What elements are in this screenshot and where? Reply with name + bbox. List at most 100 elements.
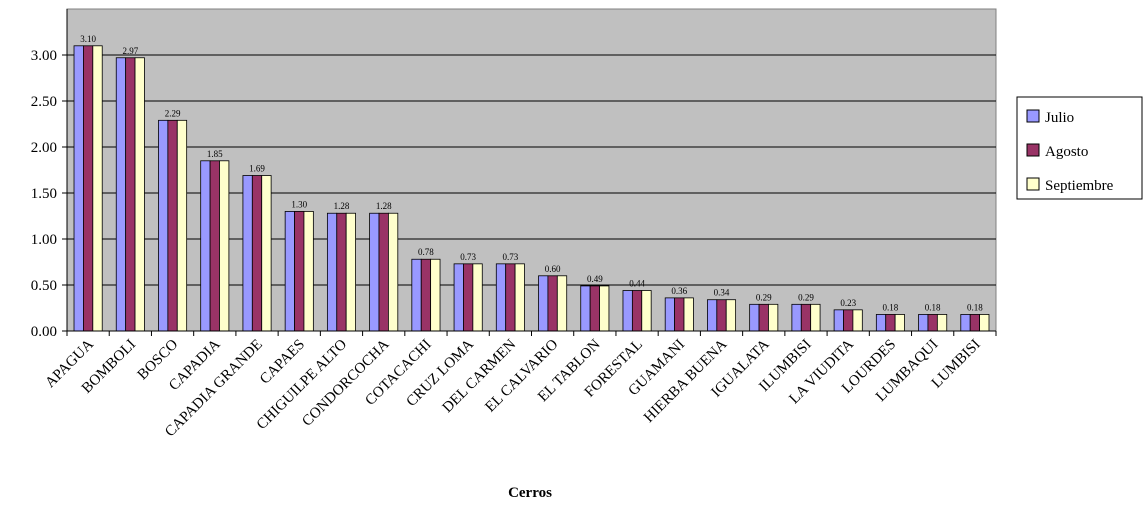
bar-julio [749, 303, 760, 332]
bar-agosto [294, 210, 305, 332]
data-label: 1.28 [376, 201, 392, 211]
legend-label: Septiembre [1045, 178, 1114, 194]
legend: Julio Agosto Septiembre [1016, 96, 1143, 200]
bar-julio [538, 275, 549, 332]
bar-septiembre [388, 212, 399, 332]
bar-septiembre [261, 175, 272, 332]
y-axis: 0.00 0.50 1.00 1.50 2.00 2.50 3.00 [31, 9, 68, 340]
data-label: 0.18 [925, 302, 941, 312]
bar-agosto [505, 263, 516, 332]
bar-julio [73, 45, 84, 332]
data-label: 1.85 [207, 149, 223, 159]
bar-septiembre [303, 210, 314, 332]
bar-agosto [420, 258, 432, 332]
bar-septiembre [768, 303, 779, 332]
y-tick-label: 2.00 [31, 140, 57, 156]
data-label: 0.49 [587, 274, 603, 284]
bar-julio [115, 57, 127, 332]
legend-swatch-agosto [1026, 143, 1040, 157]
bar-agosto [251, 175, 263, 332]
data-label: 0.73 [503, 252, 519, 262]
data-label: 0.18 [883, 302, 899, 312]
y-tick-label: 2.50 [31, 94, 57, 110]
bar-septiembre [219, 160, 230, 332]
bar-agosto [674, 297, 685, 332]
bar-septiembre [345, 212, 356, 332]
bar-septiembre [599, 285, 610, 332]
data-label: 2.29 [165, 108, 181, 118]
data-label: 0.44 [629, 279, 645, 289]
bar-septiembre [176, 119, 188, 332]
bar-agosto [969, 314, 980, 332]
data-label: 0.18 [967, 302, 983, 312]
data-label: 3.10 [80, 34, 96, 44]
bars [73, 45, 990, 332]
bar-julio [411, 258, 422, 332]
bar-agosto [125, 57, 136, 332]
bar-julio [622, 290, 633, 332]
bar-septiembre [92, 45, 103, 332]
legend-label: Agosto [1045, 144, 1088, 160]
bar-julio [284, 210, 295, 332]
bar-septiembre [514, 263, 525, 332]
legend-swatch-septiembre [1026, 177, 1040, 191]
bar-septiembre [725, 299, 737, 332]
bar-agosto [83, 45, 94, 332]
x-axis-title: Cerros [508, 485, 552, 501]
data-label: 1.30 [291, 199, 307, 209]
bar-julio [453, 263, 464, 332]
y-tick-label: 3.00 [31, 48, 57, 64]
data-label: 0.73 [460, 252, 476, 262]
bar-agosto [589, 285, 600, 332]
bar-agosto [843, 309, 854, 332]
y-tick-label: 0.00 [31, 324, 57, 340]
bar-julio [833, 309, 844, 332]
legend-label: Julio [1045, 110, 1074, 126]
bar-julio [200, 160, 211, 332]
bar-agosto [209, 160, 220, 332]
bar-septiembre [979, 314, 990, 332]
data-label: 0.29 [756, 292, 772, 302]
y-tick-label: 1.00 [31, 232, 57, 248]
bar-agosto [758, 303, 769, 332]
legend-swatch-julio [1026, 109, 1040, 123]
bar-julio [369, 212, 380, 332]
data-label: 1.28 [334, 201, 350, 211]
bar-septiembre [852, 309, 863, 332]
bar-septiembre [430, 258, 441, 332]
y-tick-label: 0.50 [31, 278, 57, 294]
data-label: 0.36 [671, 286, 687, 296]
bar-septiembre [936, 314, 948, 332]
bar-septiembre [556, 275, 568, 332]
data-label: 2.97 [122, 46, 138, 56]
bar-julio [664, 297, 675, 332]
bar-septiembre [472, 263, 483, 332]
bar-agosto [167, 119, 178, 332]
data-label: 0.23 [840, 298, 856, 308]
bar-julio [960, 314, 971, 332]
bar-agosto [927, 314, 938, 332]
bar-agosto [547, 275, 558, 332]
x-tick-label: DEL CARMEN [440, 336, 520, 416]
data-label: 0.34 [714, 288, 730, 298]
bar-agosto [885, 314, 896, 332]
bar-septiembre [683, 297, 694, 332]
bar-julio [707, 299, 718, 332]
data-labels: 3.10 2.97 2.29 1.85 1.69 1.30 1.28 1.28 0.78 0.73… [80, 34, 983, 313]
bar-julio [918, 314, 929, 332]
bar-septiembre [894, 314, 905, 332]
bar-julio [326, 212, 338, 332]
data-label: 0.60 [545, 264, 561, 274]
bar-julio [242, 175, 253, 332]
bar-agosto [800, 303, 812, 332]
bar-agosto [336, 212, 347, 332]
bar-julio [158, 119, 169, 332]
y-tick-label: 1.50 [31, 186, 57, 202]
bar-agosto [716, 299, 727, 332]
data-label: 1.69 [249, 164, 265, 174]
bar-julio [495, 263, 507, 332]
x-tick-label: EL CALVARIO [482, 336, 561, 415]
bar-julio [580, 285, 591, 332]
